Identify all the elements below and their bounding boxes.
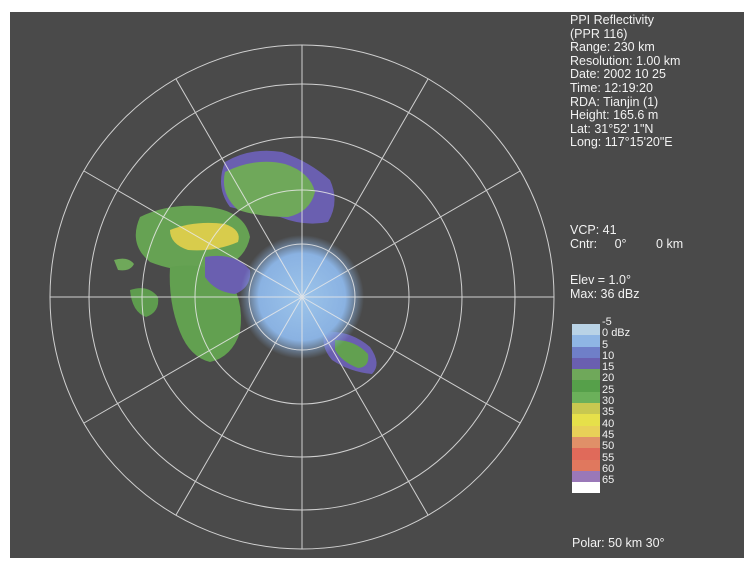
scale-label: 45 [602, 428, 615, 441]
echo-region-southeast-green [335, 340, 369, 368]
echo-layer [114, 150, 377, 374]
color-scale-bar [572, 324, 600, 494]
spoke-330 [175, 78, 303, 298]
cntr-distance: 0 km [656, 236, 684, 251]
color-swatch [572, 369, 600, 381]
echo-region-far-west [130, 288, 159, 317]
color-swatch [572, 425, 600, 437]
spoke-120 [301, 296, 521, 424]
info-height: Height: 165.6 m [570, 108, 659, 123]
product-info-panel: PPI Reflectivity (PPR 116) Range: 230 km… [570, 13, 744, 150]
echo-region-yellow-band [170, 222, 239, 251]
scale-label: 15 [602, 361, 615, 374]
radar-display: PPI Reflectivity (PPR 116) Range: 230 km… [10, 12, 744, 558]
spoke-240 [83, 296, 303, 424]
spoke-150 [301, 296, 429, 516]
spoke-60 [301, 170, 521, 298]
color-swatch [572, 357, 600, 370]
color-swatch [572, 324, 600, 336]
scale-label: 60 [602, 462, 615, 475]
ppi-plot [49, 44, 555, 550]
cntr-angle: 0° [614, 236, 627, 251]
echo-region-far-west-dots [114, 258, 134, 271]
range-grid [49, 44, 555, 550]
echo-region-north-green [223, 161, 315, 217]
cntr-label: Cntr: [570, 236, 598, 251]
color-swatch [572, 436, 600, 449]
vcp-value: 41 [602, 223, 617, 237]
spoke-30 [301, 78, 429, 298]
info-product-name: PPI Reflectivity [570, 13, 655, 27]
info-long: Long: 117°15'20"E [570, 135, 673, 150]
info-date: Date: 2002 10 25 [570, 67, 666, 82]
scale-label: -5 [602, 316, 612, 328]
spoke-300 [83, 170, 303, 298]
scale-label: 65 [602, 474, 615, 487]
info-lat: Lat: 31°52' 1"N [570, 121, 654, 136]
vcp-label: VCP: [570, 223, 600, 237]
color-swatch [572, 346, 600, 358]
scale-label: 0 [602, 327, 609, 340]
scale-label: 20 [602, 372, 615, 385]
color-swatch [572, 335, 600, 347]
color-swatch [572, 470, 600, 483]
info-rda: RDA: Tianjin (1) [570, 94, 659, 109]
scale-label: 30 [602, 395, 615, 408]
info-product-code: (PPR 116) [570, 26, 628, 41]
color-swatch [572, 482, 600, 494]
scale-label: 40 [602, 417, 615, 430]
color-swatch [572, 448, 600, 460]
echo-region-west-purple [205, 255, 251, 294]
scale-label: 55 [602, 451, 615, 464]
scale-label: 50 [602, 440, 615, 453]
elevation-text: Elev = 1.0° [570, 273, 631, 287]
elevation-block: Elev = 1.0° Max: 36 dBz [570, 273, 640, 301]
scale-label: 35 [602, 406, 615, 419]
color-swatch [572, 380, 600, 392]
info-resolution: Resolution: 1.00 km [570, 53, 681, 68]
max-reflectivity-text: Max: 36 dBz [570, 286, 640, 301]
scale-label: 5 [602, 338, 609, 351]
color-scale-labels: -5 0 dBz 5 10 15 20 25 30 35 40 45 50 55… [602, 316, 631, 487]
color-swatch [572, 414, 600, 426]
spoke-210 [175, 296, 303, 516]
scale-unit: dBz [611, 327, 631, 340]
color-swatch [572, 403, 600, 415]
color-swatch [572, 391, 600, 404]
scale-label: 10 [602, 349, 615, 362]
vcp-block: VCP: 41 Cntr: 0° 0 km [570, 223, 684, 251]
info-time: Time: 12:19:20 [570, 80, 653, 95]
scale-label: 25 [602, 383, 615, 396]
color-swatch [572, 459, 600, 471]
polar-grid-label: Polar: 50 km 30° [572, 536, 665, 550]
info-range: Range: 230 km [570, 40, 655, 55]
